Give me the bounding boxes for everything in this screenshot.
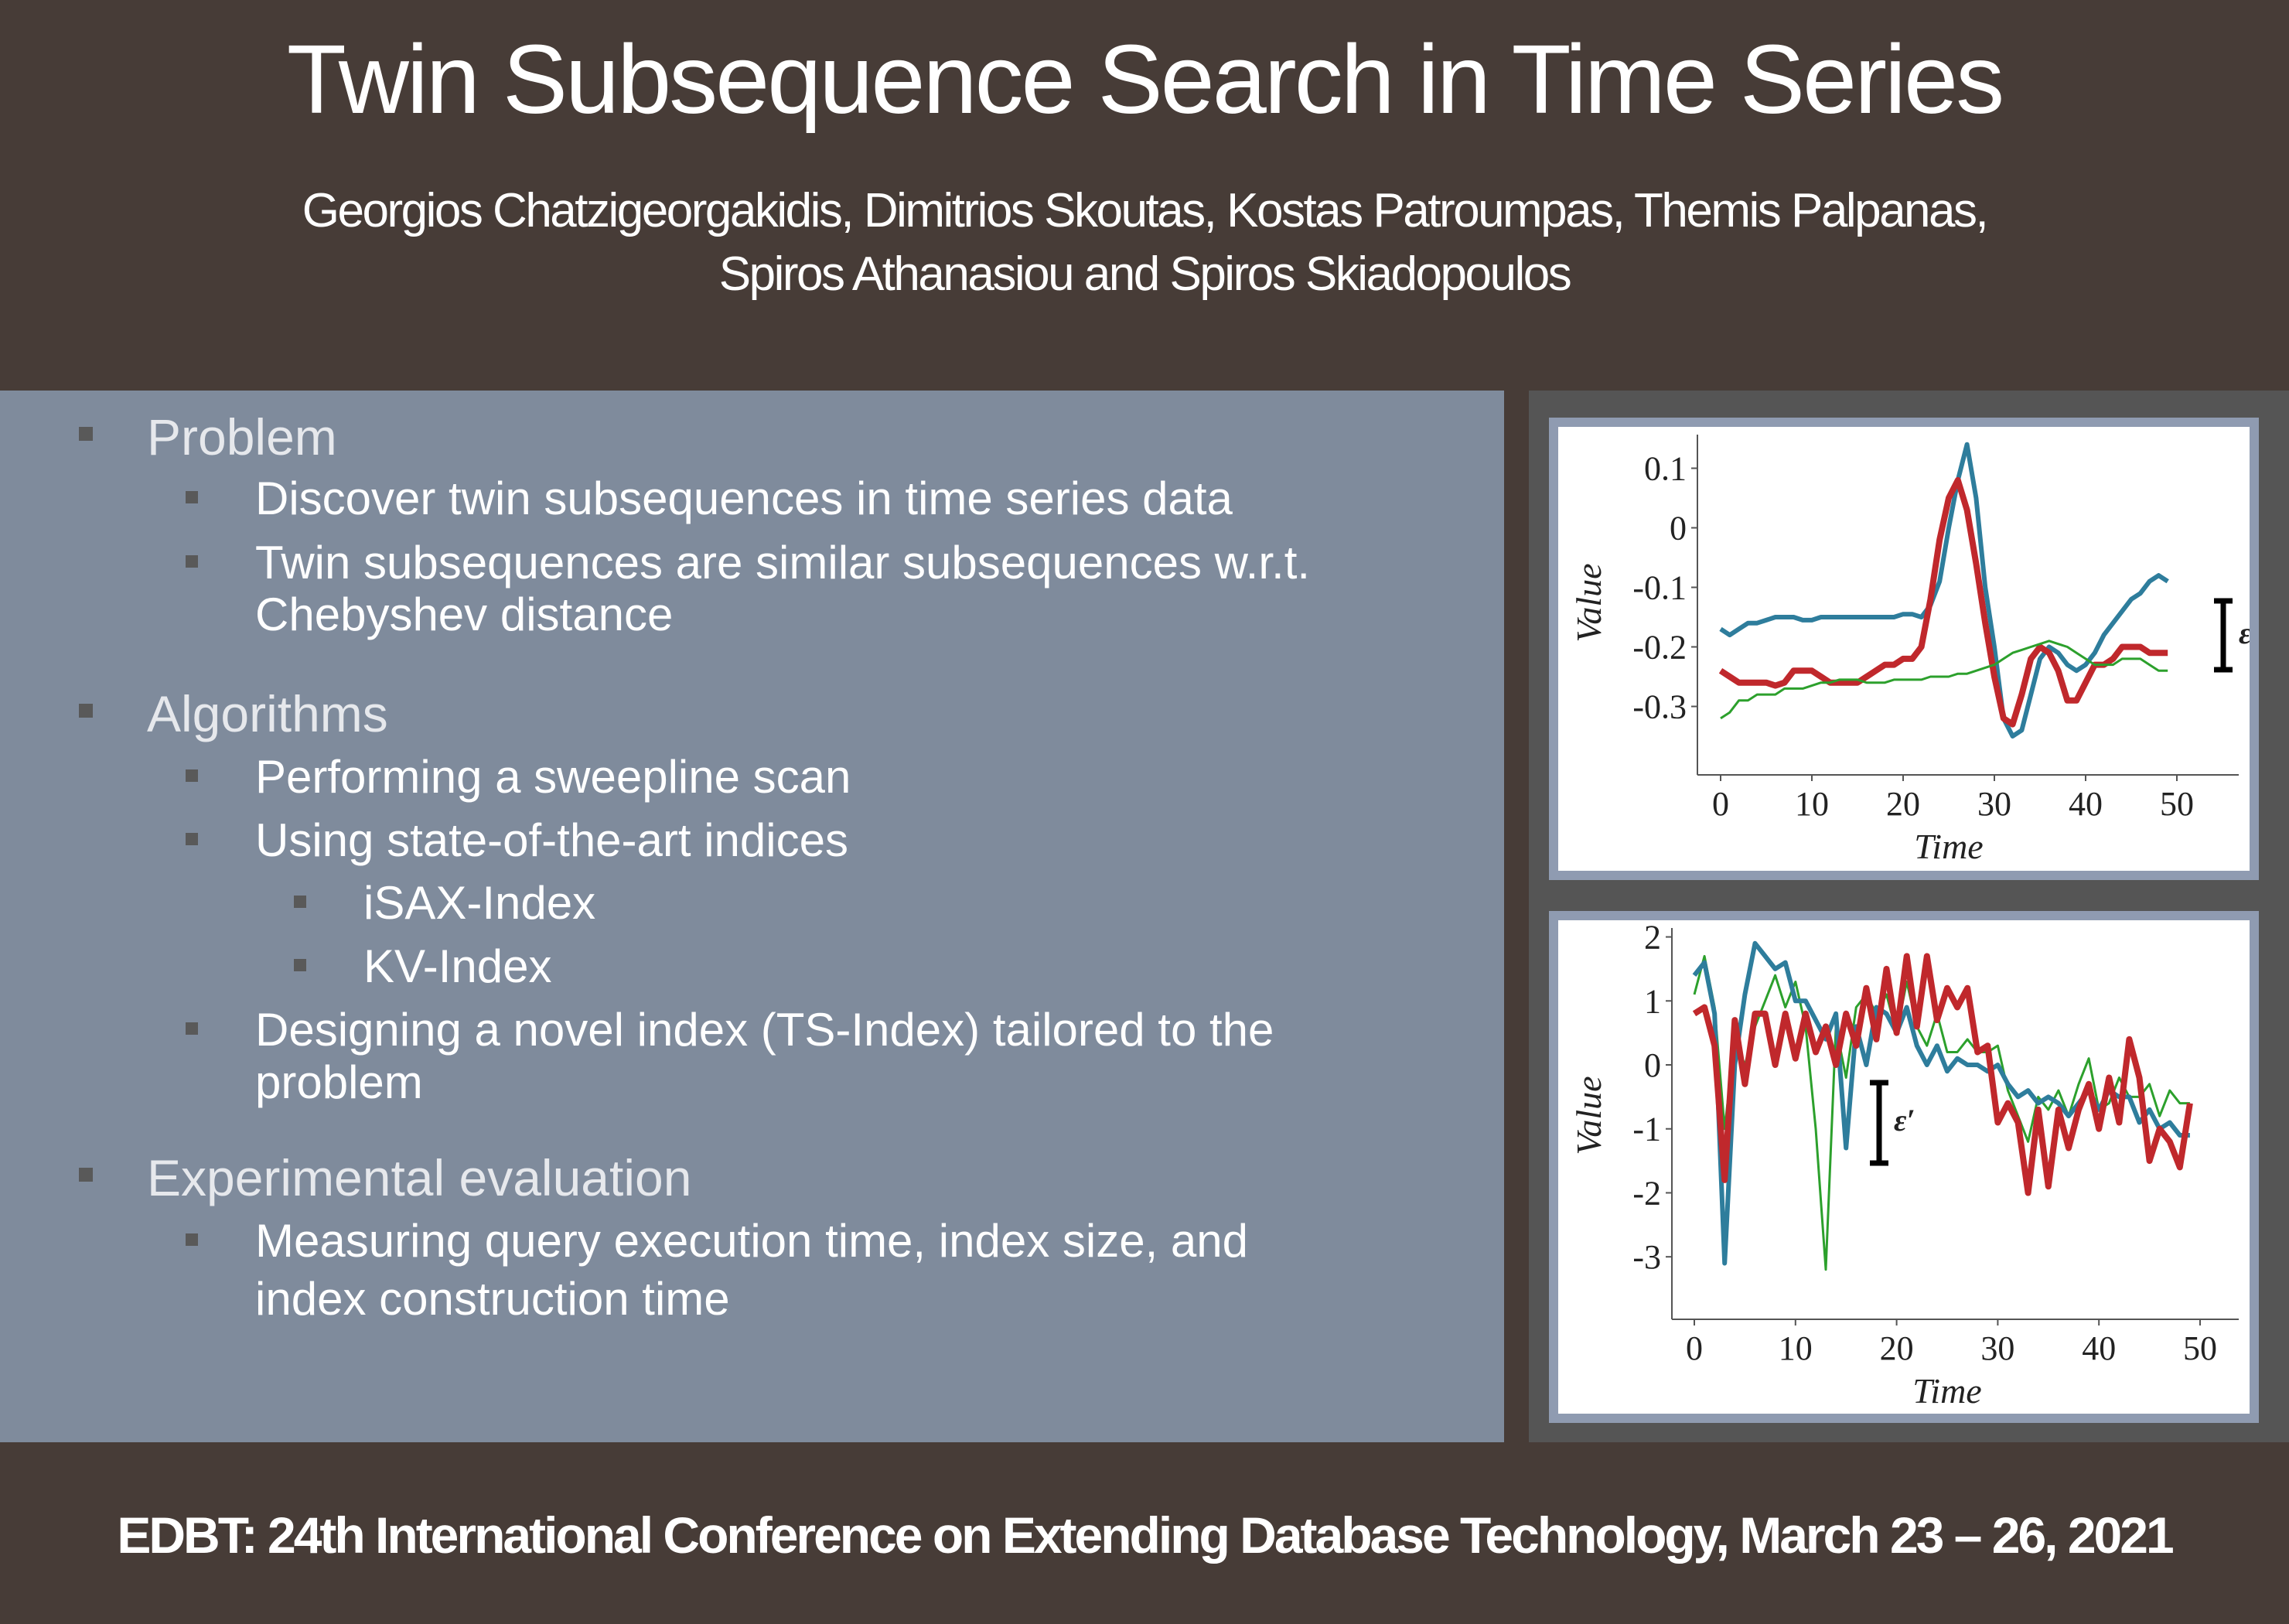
list-item: Discover twin subsequences in time serie…	[255, 473, 1233, 524]
x-tick-label: 50	[2183, 1329, 2217, 1367]
bullet-marker	[186, 555, 198, 568]
chart-frame-top: 0 10 20 30 40 50 0.1 0 -0.1 -0.2 -0.3 Time Value ε′	[1549, 418, 2260, 880]
bullet-marker	[294, 959, 306, 971]
list-item-continuation: index construction time	[255, 1273, 730, 1325]
x-tick-label: 30	[1980, 1329, 2014, 1367]
x-tick-label: 10	[1795, 785, 1829, 823]
y-tick-label: 0	[1670, 510, 1687, 548]
poster-title: Twin Subsequence Search in Time Series	[286, 25, 2004, 134]
series-line-2	[1692, 953, 2193, 1196]
x-tick-label: 0	[1712, 785, 1729, 823]
section-heading-problem: Problem	[147, 408, 337, 466]
y-tick-label: -0.1	[1632, 569, 1687, 607]
y-tick-label: -0.2	[1632, 629, 1687, 667]
chart-frame-bottom: 0 10 20 30 40 50 2 1 0 -1 -2 -3 Time Value ε′	[1549, 911, 2259, 1423]
list-item: Performing a sweepline scan	[255, 751, 851, 803]
x-tick-label: 40	[2082, 1329, 2116, 1367]
bullet-marker	[294, 896, 306, 908]
series-line-0	[1693, 954, 2190, 1271]
epsilon-label: ε′	[1894, 1103, 1915, 1138]
list-item-continuation: Chebyshev distance	[255, 589, 674, 640]
bullet-marker	[79, 427, 93, 441]
header-bar: Twin Subsequence Search in Time Series G…	[0, 0, 2289, 391]
y-tick-label: 2	[1644, 920, 1661, 957]
bullet-marker	[186, 769, 198, 782]
y-tick-label: -2	[1632, 1174, 1661, 1212]
list-item: Using state-of-the-art indices	[255, 814, 848, 866]
conference-footer: EDBT: 24th International Conference on E…	[117, 1506, 2174, 1564]
list-item: Designing a novel index (TS-Index) tailo…	[255, 1004, 1274, 1056]
y-tick-label: -1	[1632, 1111, 1661, 1148]
authors: Georgios Chatzigeorgakidis, Dimitrios Sk…	[0, 179, 2289, 306]
authors-line-1: Georgios Chatzigeorgakidis, Dimitrios Sk…	[302, 184, 1989, 237]
bullet-marker	[79, 1168, 93, 1182]
x-tick-label: 50	[2160, 785, 2194, 823]
bullet-marker	[79, 704, 93, 718]
y-tick-label: -0.3	[1632, 688, 1687, 726]
section-heading-experimental: Experimental evaluation	[147, 1149, 692, 1206]
bullet-marker	[186, 833, 198, 845]
x-tick-label: 20	[1886, 785, 1920, 823]
x-axis-label: Time	[1914, 827, 1983, 866]
sub-list-item: KV-Index	[363, 940, 552, 992]
series-line-0	[1719, 442, 2169, 739]
x-tick-label: 40	[2069, 785, 2103, 823]
bullet-marker	[186, 491, 198, 503]
x-tick-label: 10	[1779, 1329, 1813, 1367]
footer-bar	[0, 1442, 2289, 1624]
chart-top-svg: 0 10 20 30 40 50 0.1 0 -0.1 -0.2 -0.3 Time Value ε′	[1569, 435, 2260, 866]
series-line-2	[1720, 640, 2168, 720]
y-axis-label: Value	[1569, 563, 1608, 642]
authors-line-2: Spiros Athanasiou and Spiros Skiadopoulo…	[718, 247, 1572, 301]
sub-list-item: iSAX-Index	[363, 877, 596, 929]
y-axis-label: Value	[1569, 1076, 1608, 1155]
x-axis-label: Time	[1912, 1371, 1981, 1411]
bullet-marker	[186, 1233, 198, 1246]
x-tick-label: 20	[1880, 1329, 1914, 1367]
y-tick-label: 0.1	[1644, 450, 1687, 488]
list-item-continuation: problem	[255, 1056, 423, 1108]
y-tick-label: 0	[1644, 1046, 1661, 1084]
y-tick-label: -3	[1632, 1238, 1661, 1276]
x-tick-label: 30	[1977, 785, 2011, 823]
chart-top: 0 10 20 30 40 50 0.1 0 -0.1 -0.2 -0.3 Time Value ε′	[1558, 427, 2260, 871]
section-heading-algorithms: Algorithms	[147, 685, 388, 742]
y-tick-label: 1	[1644, 982, 1661, 1020]
list-item: Measuring query execution time, index si…	[255, 1215, 1249, 1267]
epsilon-label: ε′	[2239, 616, 2250, 650]
series-line-1	[1718, 476, 2168, 728]
x-tick-label: 0	[1686, 1329, 1703, 1367]
content-panel: Problem Discover twin subsequences in ti…	[0, 391, 1504, 1442]
bullet-marker	[186, 1022, 198, 1035]
chart-bottom: 0 10 20 30 40 50 2 1 0 -1 -2 -3 Time Value ε′	[1558, 919, 2250, 1414]
list-item: Twin subsequences are similar subsequenc…	[255, 537, 1311, 589]
